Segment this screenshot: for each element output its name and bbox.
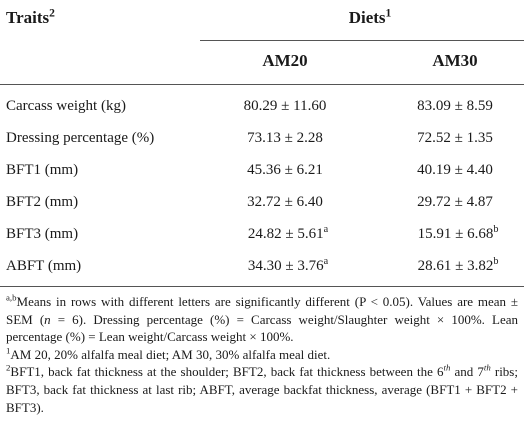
value-cell: 45.36 ± 6.21 [247,162,323,178]
footnote-text: Means in rows with different letters are… [6,294,518,327]
value-cell: 28.61 ± 3.82b [418,256,499,276]
footnotes: a,bMeans in rows with different letters … [6,293,518,416]
value-sup: b [493,224,499,235]
value-cell: 40.19 ± 4.40 [417,162,493,178]
value-sup: b [493,256,499,267]
footnote: 2BFT1, back fat thickness at the shoulde… [6,363,518,416]
column-header: AM20 [262,51,308,70]
value-text: 34.30 ± 3.76 [247,258,324,274]
footnote: a,bMeans in rows with different letters … [6,293,518,346]
value-sup: a [323,224,329,235]
value-cell: 24.82 ± 5.61a [248,224,328,244]
trait-label: BFT1 (mm) [6,162,79,178]
header-text: Traits [6,8,50,27]
value-cell: 80.29 ± 11.60 [243,98,327,114]
trait-label: Dressing percentage (%) [6,130,155,146]
value-cell: 83.09 ± 8.59 [417,98,493,114]
traits-header: Traits2 [6,6,55,28]
rule [0,84,524,85]
value-cell: 32.72 ± 6.40 [247,194,323,210]
value-cell: 34.30 ± 3.76a [248,256,328,276]
trait-label: BFT2 (mm) [6,194,79,210]
footnote-text: AM 20, 20% alfalfa meal diet; AM 30, 30%… [10,346,331,362]
rule [0,286,524,287]
footnote-text: ribs; BFT3, back fat thickness at last r… [6,364,518,415]
footnote: 1AM 20, 20% alfalfa meal diet; AM 30, 30… [6,346,518,364]
footnote-sup: th [443,363,451,374]
value-cell: 15.91 ± 6.68b [418,224,499,244]
footnote-sup: 2 [6,363,11,374]
diets-header: Diets1 [348,6,392,28]
value-cell: 73.13 ± 2.28 [247,130,323,146]
value-text: 28.61 ± 3.82 [417,258,494,274]
trait-label: BFT3 (mm) [6,226,79,242]
value-sup: a [323,256,329,267]
footnote-sup: a,b [6,292,17,303]
footnote-text: BFT1, back fat thickness at the shoulder… [10,364,444,380]
trait-label: Carcass weight (kg) [6,98,126,114]
footnote-italic: n [44,311,51,327]
trait-label: ABFT (mm) [6,258,82,274]
header-sup: 2 [49,6,55,20]
footnote-sup: 1 [6,345,11,356]
value-cell: 72.52 ± 1.35 [417,130,493,146]
footnote-sup: th [483,363,491,374]
value-cell: 29.72 ± 4.87 [417,194,493,210]
value-text: 24.82 ± 5.61 [247,226,324,242]
footnote-text: and 7 [450,364,484,380]
rule [200,40,524,41]
header-text: Diets [348,8,386,27]
footnote-text: = 6). Dressing percentage (%) = Carcass … [6,311,518,345]
value-text: 15.91 ± 6.68 [417,226,494,242]
column-header: AM30 [432,51,478,70]
header-sup: 1 [385,6,392,20]
